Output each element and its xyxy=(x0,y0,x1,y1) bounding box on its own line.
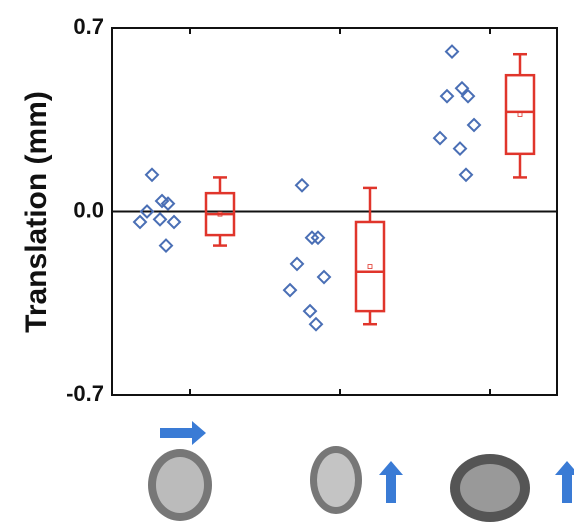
box xyxy=(356,222,384,311)
y-tick-label: 0.7 xyxy=(73,14,104,39)
brain-image xyxy=(460,464,520,512)
data-point xyxy=(434,132,446,144)
brain-image xyxy=(317,453,355,507)
data-point xyxy=(284,284,296,296)
data-point xyxy=(134,216,146,228)
data-point xyxy=(441,90,453,102)
arrow-icon xyxy=(555,461,574,503)
data-point xyxy=(156,195,168,207)
icons xyxy=(148,421,574,522)
data-point xyxy=(154,213,166,225)
arrow-icon xyxy=(160,421,206,445)
y-axis-label: Translation (mm) xyxy=(20,91,53,333)
data-point xyxy=(446,46,458,58)
data-point xyxy=(296,179,308,191)
data-point xyxy=(146,169,158,181)
box xyxy=(506,75,534,154)
chart: Translation (mm) -0.7 0.0 0.7 xyxy=(0,0,574,523)
data-point xyxy=(304,305,316,317)
data-point xyxy=(454,143,466,155)
y-tick-label: -0.7 xyxy=(66,381,104,406)
data-point xyxy=(168,216,180,228)
data-point xyxy=(318,271,330,283)
data-point xyxy=(160,240,172,252)
data-point xyxy=(291,258,303,270)
data-point xyxy=(468,119,480,131)
y-tick-label: 0.0 xyxy=(73,197,104,222)
brain-image xyxy=(156,457,204,513)
arrow-icon xyxy=(379,461,403,503)
data-point xyxy=(460,169,472,181)
data-point xyxy=(162,198,174,210)
data-point xyxy=(310,318,322,330)
mean-marker xyxy=(368,265,372,269)
